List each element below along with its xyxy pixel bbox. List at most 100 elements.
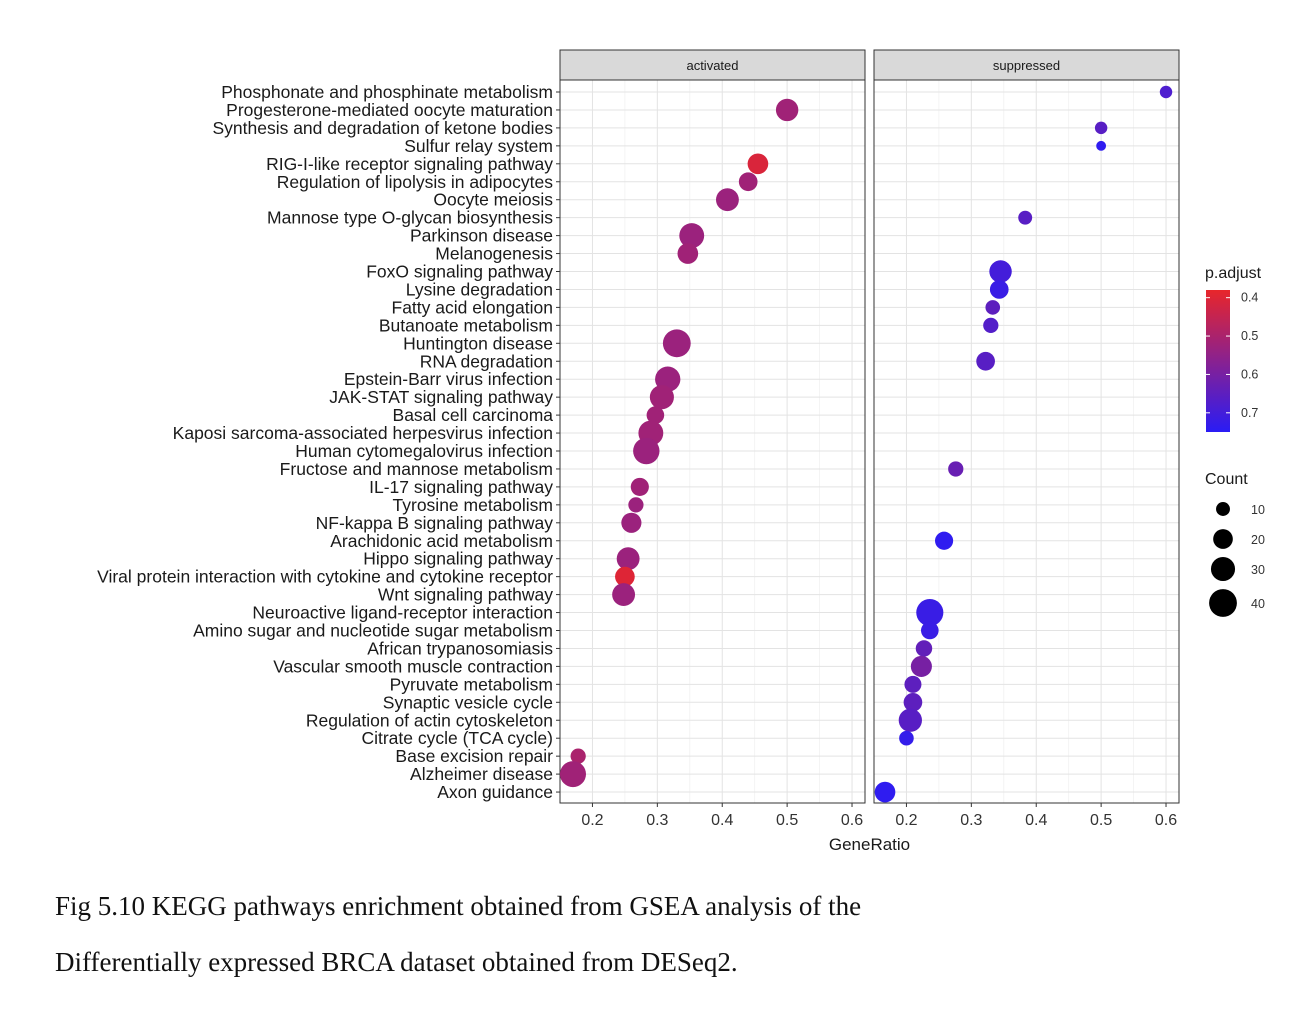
y-tick-label: Axon guidance [437, 782, 553, 802]
data-point [633, 437, 660, 465]
caption-line-1: Fig 5.10 KEGG pathways enrichment obtain… [55, 891, 862, 921]
data-point [615, 566, 635, 587]
x-axis-title: GeneRatio [829, 835, 910, 854]
data-point [989, 280, 1009, 299]
data-point [989, 260, 1012, 283]
y-tick-label: Human cytomegalovirus infection [295, 441, 553, 461]
data-point [1094, 121, 1108, 135]
data-point [662, 329, 691, 358]
x-tick-label: 0.5 [776, 812, 798, 829]
data-point [948, 461, 964, 477]
y-tick-label: Regulation of lipolysis in adipocytes [277, 172, 554, 192]
color-legend-label: 0.4 [1241, 291, 1258, 305]
y-tick-label: Pyruvate metabolism [390, 674, 553, 694]
y-tick-label: Parkinson disease [410, 226, 553, 246]
y-tick-label: Wnt signaling pathway [378, 585, 553, 605]
y-tick-label: Vascular smooth muscle contraction [273, 656, 553, 676]
x-tick-label: 0.3 [960, 812, 982, 829]
y-tick-label: Kaposi sarcoma-associated herpesvirus in… [173, 423, 553, 443]
data-point [985, 300, 1001, 315]
data-point [903, 692, 923, 712]
data-point [612, 583, 636, 607]
x-tick-label: 0.5 [1090, 812, 1112, 829]
data-point [621, 512, 642, 533]
y-tick-label: Phosphonate and phosphinate metabolism [221, 82, 553, 102]
y-tick-label: Lysine degradation [406, 279, 553, 299]
y-tick-label: Viral protein interaction with cytokine … [97, 567, 553, 587]
panel-activated-background [560, 80, 865, 803]
x-tick-label: 0.4 [711, 812, 733, 829]
y-tick-label: Fructose and mannose metabolism [280, 459, 553, 479]
figure-caption: Fig 5.10 KEGG pathways enrichment obtain… [55, 878, 1255, 990]
data-point [1018, 210, 1033, 225]
x-tick-label: 0.4 [1025, 812, 1047, 829]
size-legend-label: 20 [1251, 533, 1265, 547]
size-legend-title: Count [1205, 471, 1248, 488]
size-legend-dot [1210, 556, 1236, 582]
y-tick-label: Tyrosine metabolism [393, 495, 553, 515]
data-point [628, 497, 644, 513]
data-point [559, 761, 586, 788]
data-point [898, 708, 922, 732]
data-point [646, 406, 665, 424]
facet-strip-label: suppressed [993, 58, 1060, 73]
y-tick-label: Epstein-Barr virus infection [344, 369, 553, 389]
x-tick-label: 0.2 [895, 812, 917, 829]
data-point [874, 781, 896, 803]
color-legend-label: 0.6 [1241, 367, 1258, 381]
data-point [915, 640, 933, 657]
caption-line-2: Differentially expressed BRCA dataset ob… [55, 947, 738, 977]
y-tick-label: Mannose type O-glycan biosynthesis [267, 208, 553, 228]
y-tick-label: RIG-I-like receptor signaling pathway [266, 154, 553, 174]
panel-suppressed-background [874, 80, 1179, 803]
size-legend-dot [1216, 502, 1230, 516]
y-tick-label: African trypanosomiasis [367, 638, 553, 658]
x-tick-label: 0.2 [581, 812, 603, 829]
y-tick-label: Basal cell carcinoma [393, 405, 554, 425]
data-point [649, 385, 674, 410]
color-legend-bar [1206, 290, 1230, 432]
y-tick-label: Base excision repair [395, 746, 553, 766]
y-tick-label: Hippo signaling pathway [363, 549, 553, 569]
y-tick-label: Regulation of actin cytoskeleton [306, 710, 553, 730]
data-point [921, 621, 939, 640]
y-tick-label: Progesterone-mediated oocyte maturation [226, 100, 553, 120]
data-point [910, 655, 932, 677]
data-point [738, 172, 758, 192]
y-tick-label: IL-17 signaling pathway [369, 477, 553, 497]
size-legend-label: 30 [1251, 563, 1265, 577]
x-tick-label: 0.6 [841, 812, 863, 829]
y-tick-label: Neuroactive ligand-receptor interaction [252, 603, 553, 623]
y-tick-label: Melanogenesis [435, 244, 553, 264]
y-tick-label: FoxO signaling pathway [366, 262, 553, 282]
data-point [715, 188, 739, 212]
y-tick-label: RNA degradation [420, 351, 553, 371]
y-tick-label: Arachidonic acid metabolism [330, 531, 553, 551]
color-legend-label: 0.7 [1241, 406, 1258, 420]
data-point [616, 547, 640, 571]
y-tick-label: Synaptic vesicle cycle [383, 692, 553, 712]
data-point [570, 748, 586, 764]
data-point [916, 598, 944, 627]
size-legend-dot [1209, 589, 1237, 617]
y-tick-label: Alzheimer disease [410, 764, 553, 784]
facet-strip-suppressed [873, 49, 1180, 81]
data-point [935, 531, 954, 550]
data-point [976, 351, 995, 371]
data-point [677, 243, 699, 264]
facet-strip-activated [559, 49, 866, 81]
dot-plot-figure: activated 0.2 0.3 0.4 0.5 0.6 suppressed 0.2 0.3… [97, 49, 1265, 854]
size-legend-dot [1213, 529, 1233, 549]
x-tick-label: 0.3 [646, 812, 668, 829]
y-tick-label: Citrate cycle (TCA cycle) [361, 728, 553, 748]
facet-strip-label: activated [686, 58, 738, 73]
y-tick-label: NF-kappa B signaling pathway [316, 513, 554, 533]
y-tick-label: Oocyte meiosis [433, 190, 553, 210]
y-tick-label: Butanoate metabolism [379, 315, 553, 335]
y-tick-label: Sulfur relay system [404, 136, 553, 156]
data-point [1096, 140, 1107, 151]
color-legend-label: 0.5 [1241, 329, 1258, 343]
data-point [775, 98, 799, 122]
data-point [1159, 85, 1173, 99]
data-point [899, 730, 914, 746]
